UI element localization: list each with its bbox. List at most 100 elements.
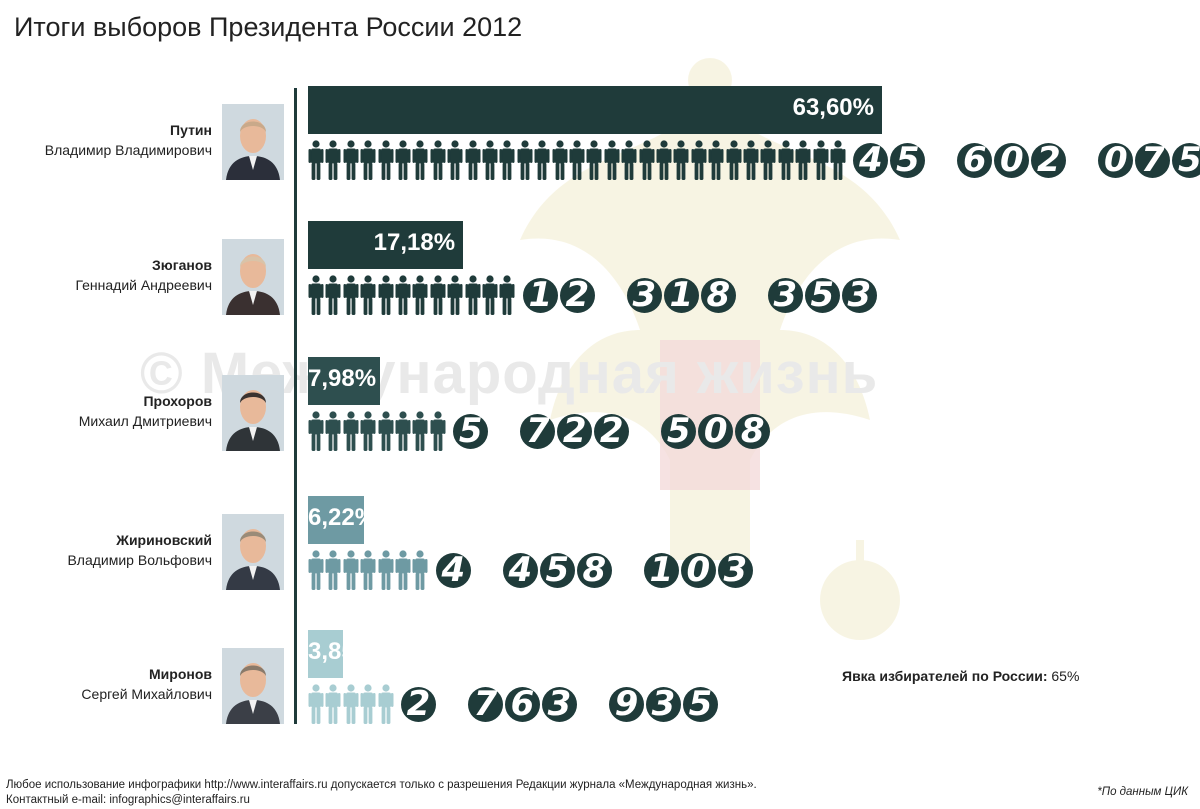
turnout-label: Явка избирателей по России: [842,668,1048,684]
person-icon [325,684,341,724]
chart-title: Итоги выборов Президента России 2012 [14,12,523,42]
vote-digit: 3 [542,686,577,722]
person-icon [395,275,411,315]
person-icon [412,411,428,451]
person-icon [830,140,846,180]
vote-digit: 7 [1135,142,1171,178]
vote-digit: 1 [522,277,558,313]
candidate-surname: Зюганов [152,257,212,273]
person-icon [482,275,498,315]
person-icon [378,550,394,590]
candidate-photo [222,375,284,451]
candidate-given-name: Владимир Вольфович [67,552,212,568]
vote-digit: 0 [698,413,734,449]
person-icon [482,140,498,180]
person-icon [656,140,672,180]
vote-digit: 3 [646,686,681,722]
bar-3 [308,357,381,405]
person-icon [639,140,655,180]
person-icon [308,411,324,451]
vote-digit: 5 [661,413,697,449]
person-icon [760,140,776,180]
vote-digit: 8 [735,413,771,449]
person-icon [430,140,446,180]
person-icon [395,411,411,451]
person-icon [412,140,428,180]
vote-digit: 5 [804,277,840,313]
person-icon [604,140,620,180]
person-icon [343,550,359,590]
turnout-value: 65% [1051,668,1080,684]
person-icon [343,411,359,451]
vote-digit: 4 [853,142,889,178]
person-icon [343,140,359,180]
candidate-photo [222,514,284,590]
vote-digit: 5 [539,552,575,588]
footer-line-1: Любое использование инфографики http://w… [6,779,757,791]
person-icon [343,275,359,315]
vote-digit: 3 [717,552,753,588]
vote-digit: 5 [1172,142,1200,178]
vote-digit: 2 [594,413,630,449]
bar-1 [308,86,882,134]
person-icon [517,140,533,180]
person-icon [378,411,394,451]
person-icon [552,140,568,180]
person-icon [743,140,759,180]
bar-value-label: 7,98% [308,365,377,392]
person-icon [726,140,742,180]
person-icon [569,140,585,180]
vote-digit: 2 [557,413,593,449]
vote-digit: 3 [626,277,662,313]
person-icon [465,140,481,180]
person-icon [360,550,376,590]
person-icon [673,140,689,180]
bar-value-label: 6,22% [308,504,377,531]
person-icon [343,684,359,724]
candidate-name: Миронов Сергей Михайлович [0,664,212,704]
source-note: *По данным ЦИК [1097,786,1188,798]
person-icon [308,550,324,590]
vote-digit: 7 [520,413,556,449]
vote-digit: 6 [505,686,540,722]
candidate-name: Жириновский Владимир Вольфович [0,530,212,570]
vote-digit: 0 [994,142,1030,178]
person-icon [586,140,602,180]
vote-digit: 3 [841,277,877,313]
person-icon [360,411,376,451]
candidate-name: Путин Владимир Владимирович [0,120,212,160]
person-icon [325,550,341,590]
vote-digit: 2 [401,686,436,722]
vote-digit: 5 [890,142,926,178]
person-icon [308,684,324,724]
person-icon [360,684,376,724]
vote-digit: 4 [502,552,538,588]
person-icon [395,550,411,590]
vote-digit: 7 [468,686,503,722]
person-icon [778,140,794,180]
candidate-photo [222,104,284,180]
turnout: Явка избирателей по России: 65% [842,668,1079,684]
vote-digit: 1 [663,277,699,313]
footer-line-2: Контактный e-mail: infographics@interaff… [6,794,250,806]
person-icon [325,411,341,451]
person-icon [499,140,515,180]
footer: Любое использование инфографики http://w… [6,778,757,808]
candidate-surname: Прохоров [143,393,212,409]
candidate-given-name: Сергей Михайлович [81,686,212,702]
vote-digit: 1 [643,552,679,588]
person-icon [691,140,707,180]
candidate-name: Прохоров Михаил Дмитриевич [0,391,212,431]
vote-digit: 0 [680,552,716,588]
vote-digit: 9 [609,686,644,722]
person-icon [378,140,394,180]
candidate-given-name: Михаил Дмитриевич [78,413,212,429]
person-icon [430,411,446,451]
person-icon [465,275,481,315]
person-icon [499,275,515,315]
candidate-surname: Миронов [149,666,212,682]
